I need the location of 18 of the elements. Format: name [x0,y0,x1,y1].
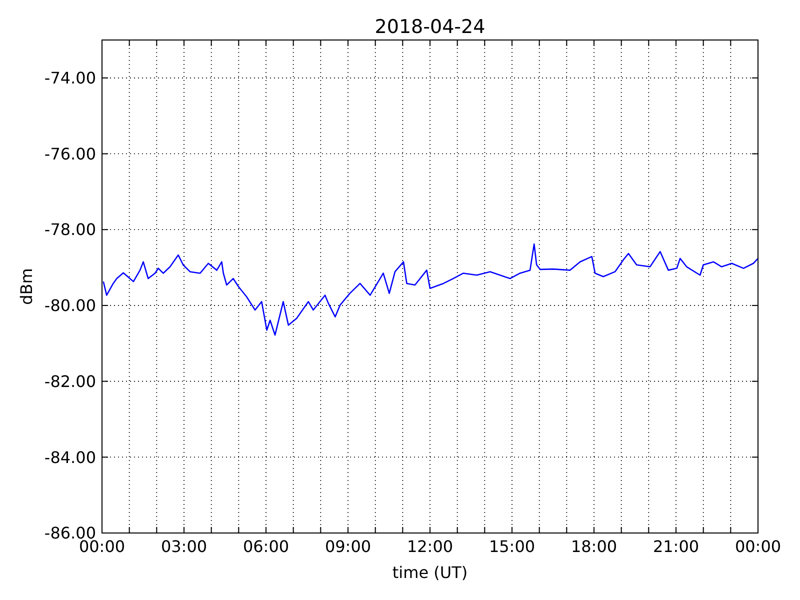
x-tick-label: 21:00 [652,537,700,556]
y-tick-label: -80.00 [44,296,96,316]
y-tick-label: -74.00 [44,68,96,88]
y-tick-label: -78.00 [44,220,96,240]
x-tick-label: 18:00 [570,537,618,556]
x-tick-label: 00:00 [734,537,782,556]
y-tick-label: -84.00 [44,448,96,467]
x-tick-label: 15:00 [488,537,536,556]
x-tick-label: 12:00 [406,537,454,556]
y-axis-title: dBm [17,268,36,305]
x-axis-title: time (UT) [392,563,468,582]
x-tick-label: 03:00 [160,537,208,556]
line-series [102,243,759,336]
x-tick-label: 09:00 [324,537,372,556]
y-tick-label: -82.00 [44,372,96,391]
chart-title: 2018-04-24 [374,16,486,38]
y-tick-label: -76.00 [44,144,96,164]
x-tick-label: 06:00 [242,537,290,556]
